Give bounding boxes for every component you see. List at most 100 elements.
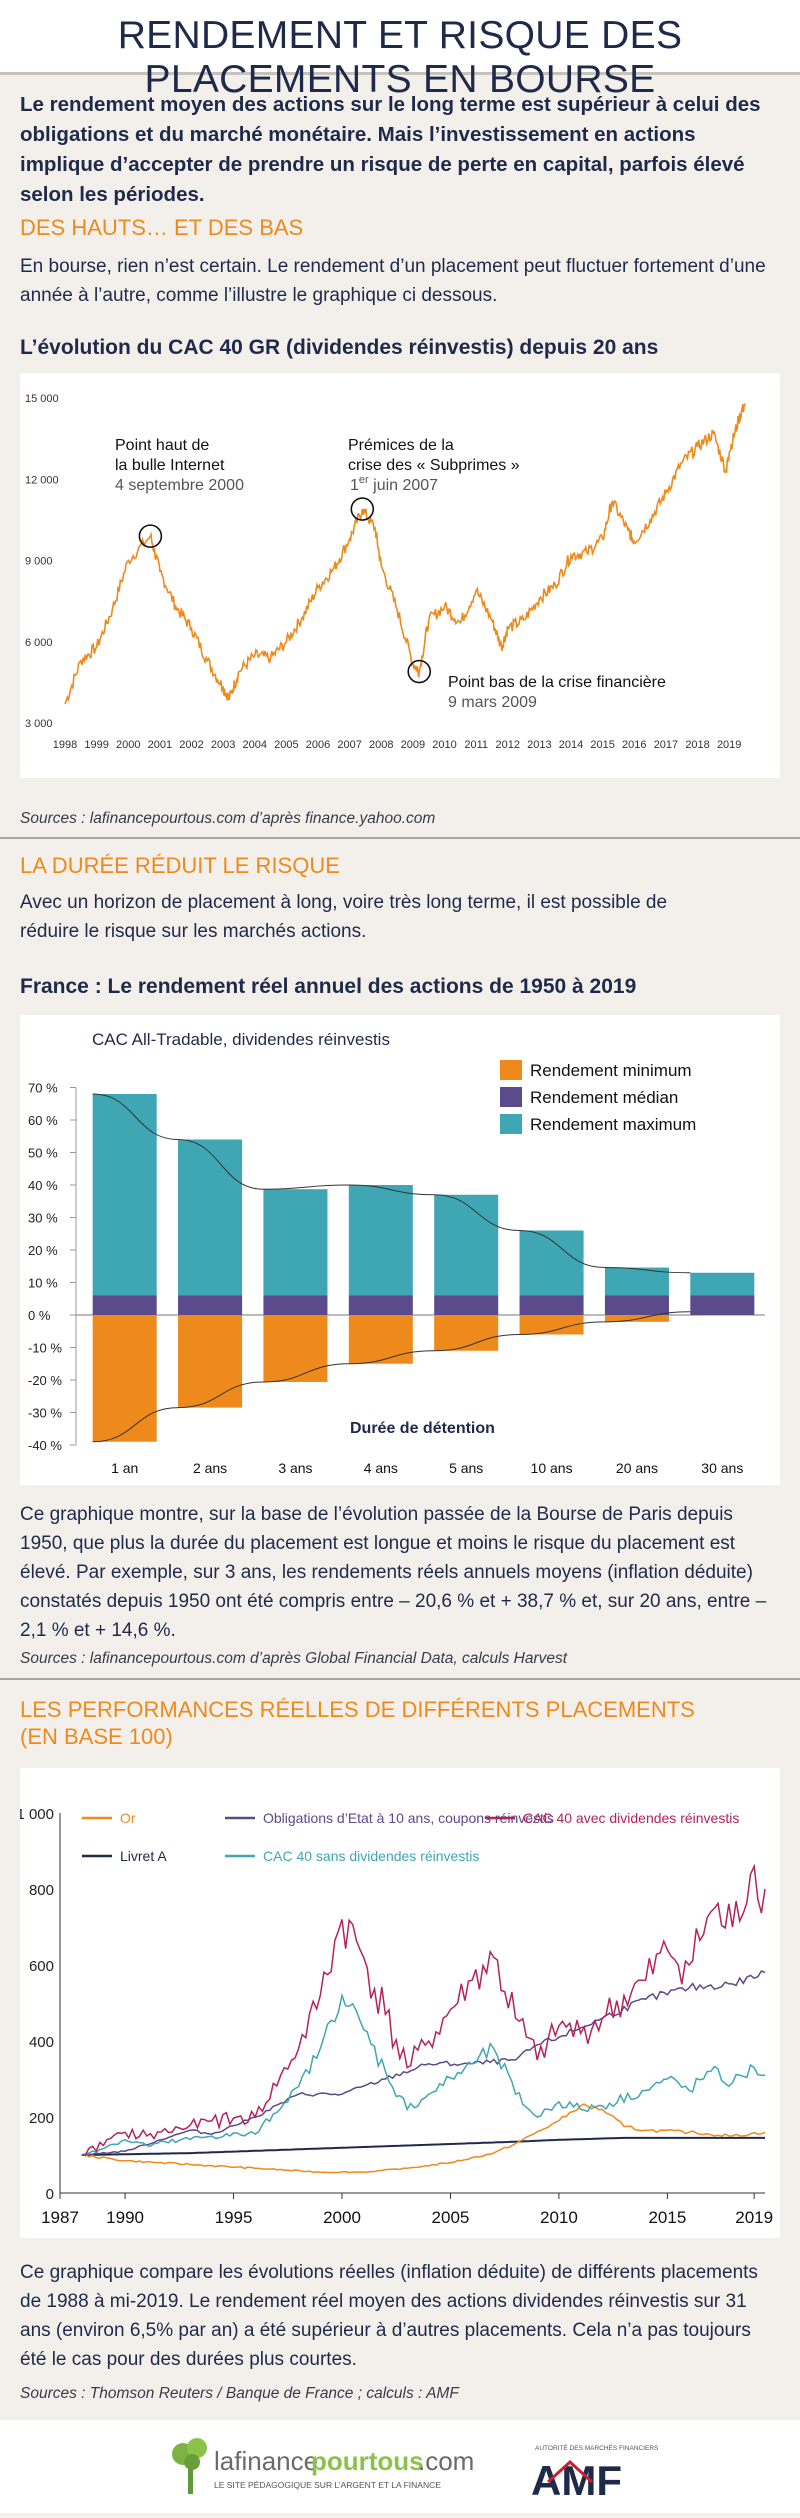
- x-tick-label: 2019: [735, 2208, 773, 2227]
- divider: [0, 1678, 800, 1680]
- section2-heading: LA DURÉE RÉDUIT LE RISQUE: [20, 853, 340, 878]
- series-line: [81, 1992, 766, 2156]
- chart1-title: L’évolution du CAC 40 GR (dividendes réi…: [20, 336, 659, 359]
- amf-logo[interactable]: AUTORITÉ DES MARCHÉS FINANCIERS AMF: [531, 2443, 659, 2504]
- bar-maximum: [434, 1194, 499, 1296]
- x-tick-label: 2015: [590, 739, 614, 751]
- bar-median: [263, 1295, 328, 1315]
- x-tick-label: 2015: [648, 2208, 686, 2227]
- annotation-1-date: 4 septembre 2000: [115, 477, 244, 494]
- x-tick-label: 2003: [211, 739, 235, 751]
- amf-name: AMF: [531, 2457, 622, 2504]
- y-tick-label: 1 000: [20, 1806, 54, 1823]
- y-tick-label: 70 %: [28, 1081, 58, 1096]
- min-envelope: [92, 1311, 691, 1443]
- x-tick-label: 2001: [148, 739, 172, 751]
- lafinancepourtous-logo[interactable]: lafinance pourtous .com LE SITE PÉDAGOGI…: [172, 2438, 474, 2494]
- legend-label: CAC 40 sans dividendes réinvestis: [263, 1848, 479, 1864]
- chart2-panel: -40 % -30 % -20 % -10 % 0 % 10 % 20 % 30 % 40 % 5…: [20, 1015, 780, 1485]
- section1-text: En bourse, rien n’est certain. Le rendem…: [20, 256, 766, 306]
- legend-label: Rendement médian: [530, 1088, 678, 1107]
- bar-minimum: [178, 1315, 243, 1408]
- x-tick-label: 2019: [717, 739, 741, 751]
- bar-median: [434, 1295, 499, 1315]
- x-tick-label: 2010: [432, 739, 456, 751]
- x-tick-label: 5 ans: [449, 1460, 483, 1476]
- x-tick-label: 2016: [622, 739, 646, 751]
- max-envelope: [92, 1093, 691, 1274]
- legend-swatch: [500, 1087, 522, 1107]
- bar-minimum: [519, 1315, 584, 1335]
- annotation-marker-2: [350, 497, 375, 521]
- section3-heading: LES PERFORMANCES RÉELLES DE DIFFÉRENTS P…: [20, 1697, 695, 1749]
- rendement-chart: -40 % -30 % -20 % -10 % 0 % 10 % 20 % 30 % 40 % 5…: [28, 1030, 765, 1476]
- x-tick-label: 2004: [243, 739, 267, 751]
- x-tick-label: 2014: [559, 739, 583, 751]
- y-tick-label: -10 %: [28, 1341, 62, 1356]
- x-tick-label: 2007: [337, 739, 361, 751]
- section1-heading: DES HAUTS… ET DES BAS: [20, 215, 304, 240]
- chart1-source: Sources : lafinancepourtous.com d’après …: [20, 810, 436, 827]
- x-tick-label: 4 ans: [364, 1460, 398, 1476]
- section3-note: Ce graphique compare les évolutions réel…: [20, 2262, 758, 2370]
- bar-minimum: [348, 1315, 413, 1364]
- chart2-subtitle: CAC All-Tradable, dividendes réinvestis: [92, 1030, 390, 1049]
- chart1-panel: 3 000 6 000 9 000 12 000 15 000 1998 1999 2000 2…: [20, 373, 780, 778]
- x-tick-label: 2000: [116, 739, 140, 751]
- page-title: RENDEMENT ET RISQUE DES PLACEMENTS EN BO…: [117, 14, 683, 101]
- chart2-title: France : Le rendement réel annuel des ac…: [20, 975, 637, 998]
- legend-label: Obligations d’Etat à 10 ans, coupons réi…: [263, 1810, 554, 1826]
- x-tick-label: 1995: [215, 2208, 253, 2227]
- y-tick-label: 15 000: [25, 393, 59, 405]
- section2-note: Ce graphique montre, sur la base de l’év…: [20, 1504, 767, 1641]
- bar-minimum: [604, 1315, 669, 1322]
- y-tick-label: 40 %: [28, 1178, 58, 1193]
- x-tick-label: 1987: [41, 2208, 79, 2227]
- legend-label: CAC 40 avec dividendes réinvestis: [523, 1810, 739, 1826]
- bar-maximum: [348, 1185, 413, 1296]
- bar-maximum: [263, 1189, 328, 1296]
- y-tick-label: 3 000: [25, 718, 53, 730]
- bar-maximum: [92, 1094, 157, 1296]
- x-tick-label: 2011: [464, 739, 488, 751]
- x-axis-label: Durée de détention: [350, 1420, 495, 1437]
- chart3-source: Sources : Thomson Reuters / Banque de Fr…: [20, 2385, 459, 2402]
- annotation-marker-3: [407, 659, 432, 684]
- bar-minimum: [92, 1315, 157, 1442]
- intro-text: Le rendement moyen des actions sur le lo…: [20, 93, 761, 206]
- y-tick-label: 800: [29, 1882, 54, 1899]
- bar-median: [178, 1295, 243, 1315]
- y-tick-label: 600: [29, 1958, 54, 1975]
- x-tick-label: 2006: [306, 739, 330, 751]
- logo1-tagline: LE SITE PÉDAGOGIQUE SUR L’ARGENT ET LA F…: [214, 2480, 441, 2490]
- annotation-2-title: Prémices de la crise des « Subprimes »: [348, 437, 520, 474]
- bar-median: [690, 1295, 755, 1315]
- bar-maximum: [178, 1139, 243, 1296]
- x-tick-label: 2 ans: [193, 1460, 227, 1476]
- bar-maximum: [690, 1272, 755, 1296]
- legend-swatch: [500, 1114, 522, 1134]
- x-tick-label: 2008: [369, 739, 393, 751]
- legend-label: Rendement maximum: [530, 1115, 696, 1134]
- bar-median: [604, 1295, 669, 1315]
- x-tick-label: 2000: [323, 2208, 361, 2227]
- performances-chart: 0 200 400 600 800 1 000 1987 1990 1995 2000 2005 20…: [16, 1806, 773, 2227]
- y-tick-label: -20 %: [28, 1373, 62, 1388]
- x-tick-label: 2013: [527, 739, 551, 751]
- x-tick-label: 2012: [496, 739, 520, 751]
- x-tick-label: 2009: [401, 739, 425, 751]
- annotation-2-date: 1er juin 2007: [350, 474, 438, 494]
- y-tick-label: 20 %: [28, 1243, 58, 1258]
- x-tick-label: 2010: [540, 2208, 578, 2227]
- divider: [0, 837, 800, 839]
- y-tick-label: 12 000: [25, 474, 59, 486]
- bar-minimum: [263, 1315, 328, 1382]
- y-tick-label: 30 %: [28, 1211, 58, 1226]
- y-tick-label: 10 %: [28, 1276, 58, 1291]
- footer-logos: lafinance pourtous .com LE SITE PÉDAGOGI…: [172, 2438, 659, 2504]
- y-tick-label: 0 %: [28, 1308, 51, 1323]
- x-tick-label: 2018: [685, 739, 709, 751]
- logo1-part-b: pourtous: [311, 2446, 424, 2476]
- x-tick-label: 2005: [274, 739, 298, 751]
- amf-top-text: AUTORITÉ DES MARCHÉS FINANCIERS: [535, 2443, 659, 2452]
